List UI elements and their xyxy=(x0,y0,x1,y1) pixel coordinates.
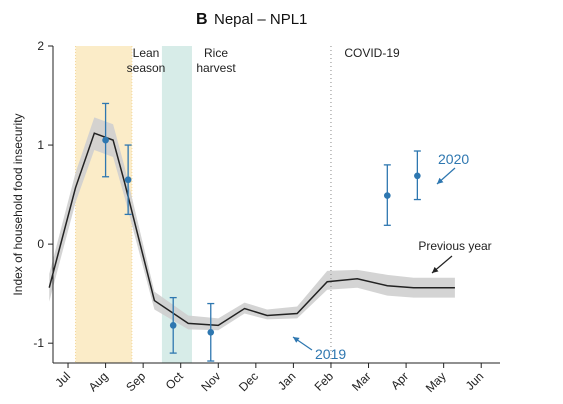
x-tick-label: Jul xyxy=(52,369,73,390)
x-tick-label: Nov xyxy=(198,369,223,394)
point-2019-1 xyxy=(124,176,132,184)
y-tick-label: 1 xyxy=(37,138,44,152)
x-tick-label: Dec xyxy=(236,369,261,394)
y-tick-label: 2 xyxy=(37,39,44,53)
x-tick-label: Jan xyxy=(275,369,299,393)
x-tick-label: Mar xyxy=(349,369,374,394)
x-tick-label: Jun xyxy=(463,369,487,393)
annotations: Lean season Rice harvest COVID-19 Previo… xyxy=(127,46,492,362)
label-2020: 2020 xyxy=(438,151,469,167)
point-estimates xyxy=(102,102,421,362)
point-2019-0 xyxy=(102,136,109,144)
previous-year-line xyxy=(48,132,455,327)
x-tick-label: Aug xyxy=(86,369,111,394)
point-2019-2 xyxy=(169,322,177,329)
y-tick-label: 0 xyxy=(37,237,44,251)
confidence-band xyxy=(49,117,455,331)
point-2019-3 xyxy=(207,328,215,336)
y-axis-label: Index of household food insecurity xyxy=(11,113,25,295)
panel-letter: B xyxy=(196,11,208,28)
previous-year-label: Previous year xyxy=(418,239,491,253)
point-2020-0 xyxy=(384,192,391,199)
chart-title: B Nepal – NPL1 xyxy=(196,11,307,28)
lean-season-label-line2: season xyxy=(127,61,166,75)
lean-season-shade xyxy=(75,46,132,363)
arrow-2020 xyxy=(436,167,456,185)
x-tick-label: Oct xyxy=(163,369,187,393)
x-tick-label: Feb xyxy=(312,369,337,394)
rice-harvest-label-line2: harvest xyxy=(196,61,236,75)
x-tick-label: Apr xyxy=(388,369,411,392)
arrow-2019 xyxy=(292,336,313,351)
x-tick-label: Sep xyxy=(123,369,148,394)
previous-year-band xyxy=(49,117,455,331)
lean-season-label-line1: Lean xyxy=(133,46,160,60)
previous-year-line-group xyxy=(48,132,455,327)
x-tick-label: May xyxy=(423,369,449,395)
covid-label: COVID-19 xyxy=(344,46,400,60)
previous-year-arrow xyxy=(431,255,453,274)
rice-harvest-label-line1: Rice xyxy=(204,46,228,60)
point-2020-1 xyxy=(414,172,421,180)
title-text: Nepal – NPL1 xyxy=(214,11,307,28)
label-2019: 2019 xyxy=(315,346,346,362)
y-tick-label: -1 xyxy=(33,336,44,350)
